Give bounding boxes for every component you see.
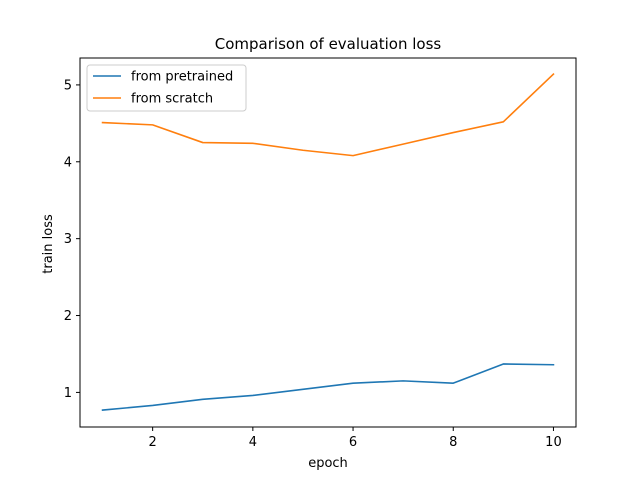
legend-label: from pretrained (131, 70, 233, 85)
legend-box (86, 64, 247, 112)
x-tick-label: 4 (249, 435, 257, 450)
y-tick-label: 4 (64, 155, 72, 170)
y-tick-label: 2 (64, 309, 72, 324)
x-axis: 2 4 6 8 10 (149, 427, 562, 450)
y-tick-label: 5 (64, 78, 72, 93)
chart-title: Comparison of evaluation loss (215, 35, 442, 53)
x-axis-label: epoch (308, 456, 348, 471)
legend-label: from scratch (131, 92, 213, 107)
series-line-from-pretrained (101, 363, 555, 411)
plot-area (79, 57, 577, 428)
y-tick-label: 3 (64, 232, 72, 247)
y-tick-label: 1 (64, 386, 72, 401)
plot-frame (79, 57, 577, 428)
x-tick-label: 8 (449, 435, 457, 450)
x-tick-label: 2 (149, 435, 157, 450)
legend: from pretrained from scratch (86, 64, 247, 112)
series-group (101, 73, 555, 411)
x-tick-label: 10 (545, 435, 562, 450)
series-line-from-scratch (101, 73, 555, 157)
x-tick-label: 6 (349, 435, 357, 450)
y-axis-label: train loss (41, 214, 56, 274)
y-axis: 1 2 3 4 5 (64, 78, 80, 401)
